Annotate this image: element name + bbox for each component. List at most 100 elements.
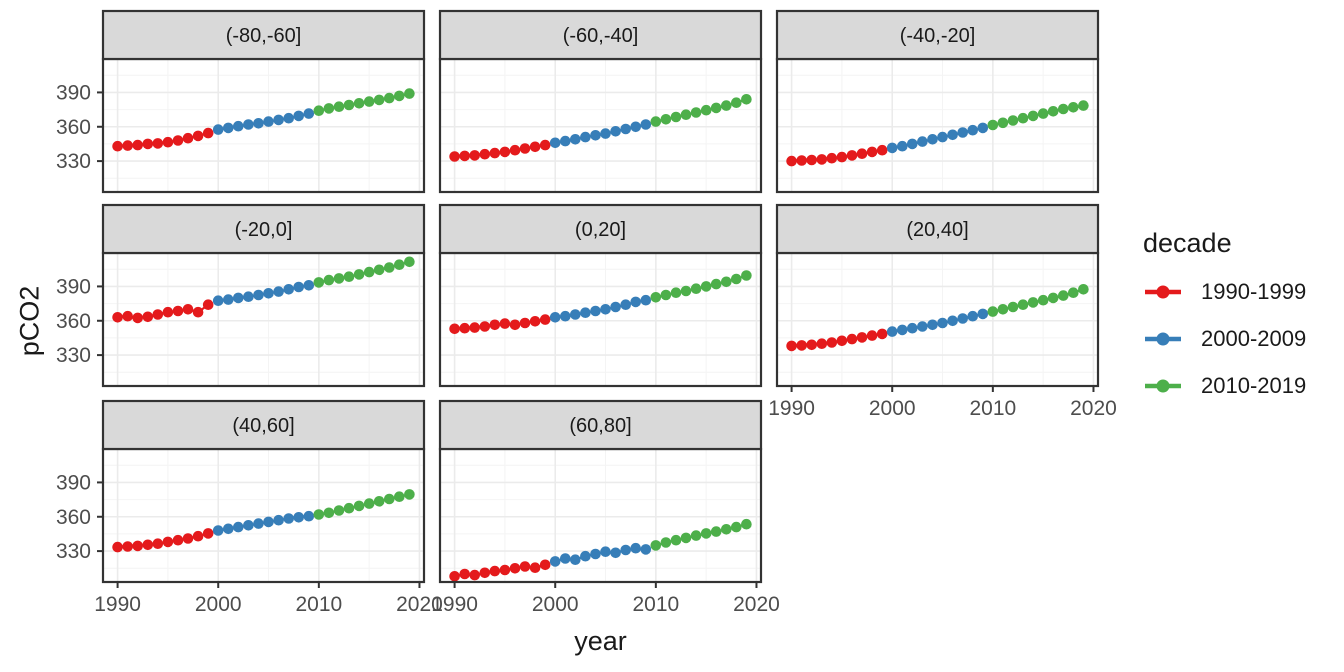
facet-panel bbox=[438, 447, 763, 584]
data-point bbox=[620, 123, 631, 135]
data-point bbox=[142, 138, 154, 150]
series-2010-2019 bbox=[650, 94, 752, 127]
data-point bbox=[570, 309, 581, 320]
legend-item-label: 2010-2019 bbox=[1201, 373, 1307, 398]
data-point bbox=[509, 563, 521, 574]
data-point bbox=[303, 108, 315, 119]
data-point bbox=[293, 110, 304, 122]
data-point bbox=[172, 305, 184, 317]
data-point bbox=[122, 541, 133, 552]
series-2000-2009 bbox=[212, 510, 315, 536]
data-point bbox=[112, 541, 123, 553]
data-point bbox=[796, 155, 807, 166]
series-1990-1999 bbox=[786, 328, 888, 352]
data-point bbox=[529, 562, 541, 573]
data-point bbox=[1058, 103, 1069, 115]
data-point bbox=[1027, 110, 1039, 122]
panel-background bbox=[777, 253, 1098, 386]
facet-panel bbox=[438, 57, 763, 194]
facet-strip-rect bbox=[101, 399, 426, 451]
data-point bbox=[731, 273, 742, 285]
data-point bbox=[122, 310, 133, 322]
data-point bbox=[796, 340, 807, 351]
data-point bbox=[731, 97, 742, 108]
data-point bbox=[1068, 287, 1079, 298]
data-point bbox=[233, 292, 244, 304]
facet-strip-label: (0,20] bbox=[575, 219, 626, 241]
legend-item-label: 1990-1999 bbox=[1201, 279, 1307, 304]
data-point bbox=[469, 150, 480, 161]
data-point bbox=[997, 304, 1009, 315]
panel-background bbox=[440, 449, 761, 582]
data-point bbox=[640, 119, 652, 130]
legend-item: 2000-2009 bbox=[1143, 326, 1306, 352]
data-point bbox=[580, 550, 591, 562]
x-tick-label: 2010 bbox=[969, 397, 1016, 420]
data-point bbox=[469, 569, 480, 581]
data-point bbox=[404, 489, 415, 500]
data-point bbox=[243, 291, 254, 302]
data-point bbox=[333, 101, 345, 112]
data-point bbox=[384, 92, 395, 104]
facet-strip-label: (-80,-60] bbox=[226, 25, 302, 47]
data-point bbox=[957, 313, 968, 324]
data-point bbox=[680, 285, 692, 297]
data-point bbox=[741, 518, 752, 530]
data-point bbox=[731, 521, 742, 533]
data-point bbox=[112, 312, 123, 323]
data-point bbox=[630, 542, 641, 554]
data-point bbox=[313, 277, 325, 288]
data-point bbox=[212, 525, 224, 536]
data-point bbox=[1047, 106, 1059, 117]
data-point bbox=[192, 130, 204, 142]
data-point bbox=[600, 546, 611, 557]
x-axis-title: year bbox=[574, 626, 627, 656]
data-point bbox=[690, 107, 702, 118]
data-point bbox=[917, 321, 928, 332]
data-point bbox=[283, 112, 294, 124]
facet-panel bbox=[775, 251, 1100, 388]
facet-strip: (-60,-40] bbox=[438, 9, 763, 61]
data-point bbox=[353, 500, 365, 512]
facet-strip: (0,20] bbox=[438, 203, 763, 255]
data-point bbox=[947, 129, 958, 141]
data-point bbox=[741, 94, 752, 105]
data-point bbox=[404, 88, 415, 99]
series-2000-2009 bbox=[212, 108, 315, 135]
data-point bbox=[394, 90, 405, 102]
data-point bbox=[449, 151, 460, 162]
panel-background bbox=[440, 253, 761, 386]
facet-panel bbox=[101, 57, 426, 194]
data-point bbox=[202, 528, 214, 539]
data-point bbox=[449, 571, 460, 582]
legend-key-icon bbox=[1145, 285, 1181, 299]
data-point bbox=[987, 119, 999, 131]
data-point bbox=[202, 127, 214, 139]
data-point bbox=[283, 513, 294, 524]
data-point bbox=[162, 536, 174, 548]
data-point bbox=[333, 505, 345, 516]
data-point bbox=[549, 137, 561, 149]
facet-panel bbox=[101, 447, 426, 584]
data-point bbox=[1037, 108, 1049, 119]
data-point bbox=[363, 96, 375, 107]
data-point bbox=[610, 126, 621, 137]
x-tick-label: 2000 bbox=[532, 593, 579, 616]
data-point bbox=[459, 568, 470, 580]
facet-strip-rect bbox=[438, 399, 763, 451]
data-point bbox=[1058, 290, 1069, 301]
x-tick-label: 2000 bbox=[195, 593, 242, 616]
data-point bbox=[1047, 292, 1059, 304]
series-1990-1999 bbox=[786, 144, 888, 167]
data-point bbox=[620, 299, 631, 310]
data-point bbox=[479, 567, 491, 579]
data-point bbox=[202, 299, 214, 310]
data-point bbox=[1078, 284, 1089, 295]
data-point bbox=[670, 111, 682, 123]
data-point bbox=[323, 274, 335, 286]
data-point bbox=[856, 332, 868, 343]
data-point bbox=[253, 518, 264, 529]
y-tick-label: 360 bbox=[56, 506, 91, 529]
data-point bbox=[469, 322, 480, 333]
